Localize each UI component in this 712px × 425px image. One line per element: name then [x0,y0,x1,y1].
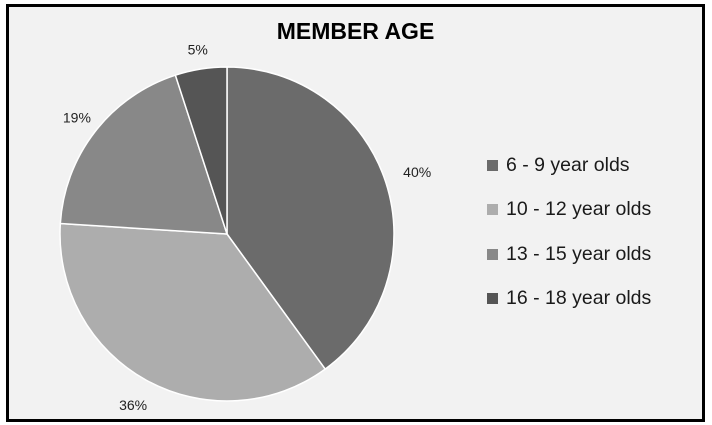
legend-label: 6 - 9 year olds [506,153,630,176]
pie-slice [59,222,327,402]
pie-slice [59,74,229,235]
legend-swatch [487,248,498,260]
pie-slice [174,66,228,235]
chart-title: MEMBER AGE [276,18,435,44]
legend-swatch [487,204,498,216]
legend-item: 16 - 18 year olds [487,277,651,322]
slice-value-label: 40% [403,164,431,180]
legend-label: 13 - 15 year olds [506,242,652,265]
pie-slice [226,66,395,371]
legend-label: 16 - 18 year olds [506,287,652,310]
legend-item: 10 - 12 year olds [487,188,651,233]
slice-value-label: 19% [63,110,91,126]
legend-label: 10 - 12 year olds [506,198,652,221]
slice-value-label: 36% [119,397,147,413]
legend-swatch [487,293,498,305]
chart-legend: 6 - 9 year olds 10 - 12 year olds 13 - 1… [487,143,651,321]
legend-item: 13 - 15 year olds [487,232,651,277]
legend-item: 6 - 9 year olds [487,143,651,188]
slice-value-label: 5% [188,41,208,57]
legend-swatch [487,159,498,171]
